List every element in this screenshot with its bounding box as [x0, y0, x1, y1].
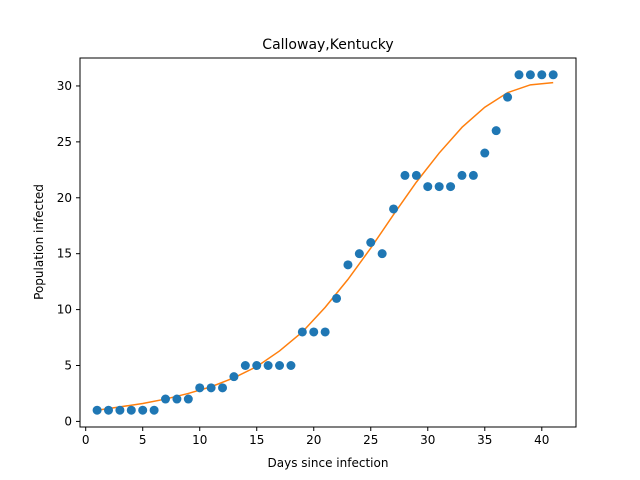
x-tick-label: 40 [534, 433, 549, 447]
data-point [366, 238, 376, 247]
y-tick-label: 30 [57, 79, 72, 93]
data-points-layer [92, 70, 558, 415]
data-point [480, 148, 490, 158]
data-point [218, 383, 228, 393]
x-tick-label: 0 [82, 433, 90, 447]
y-axis: 0 5 10 15 20 25 30 [57, 79, 80, 428]
y-tick-label: 15 [57, 247, 72, 261]
data-point [548, 70, 558, 80]
y-tick-label: 10 [57, 303, 72, 317]
data-point [229, 372, 239, 382]
plot-frame [79, 57, 577, 428]
data-point [434, 182, 444, 192]
data-point [525, 70, 535, 80]
data-point [172, 394, 182, 404]
data-point [92, 405, 102, 415]
data-point [149, 405, 159, 415]
data-point [503, 92, 513, 102]
data-point [240, 361, 250, 370]
data-point [400, 170, 410, 180]
data-point [126, 405, 136, 415]
x-tick-label: 30 [420, 433, 435, 447]
data-point [286, 361, 296, 370]
data-point [104, 405, 114, 415]
x-axis: 0 5 10 15 20 25 30 35 40 [82, 427, 549, 447]
x-tick-label: 15 [249, 433, 264, 447]
data-point [343, 260, 353, 270]
y-tick-label: 25 [57, 135, 72, 149]
data-point [423, 182, 433, 192]
data-point [138, 405, 148, 415]
x-tick-label: 20 [306, 433, 321, 447]
data-point [457, 170, 467, 180]
y-tick-label: 0 [64, 414, 72, 428]
fit-curve-line [96, 81, 554, 411]
x-tick-label: 35 [477, 433, 492, 447]
y-tick-label: 5 [64, 359, 72, 373]
data-point [468, 170, 478, 180]
x-axis-label: Days since infection [268, 456, 389, 470]
data-point [115, 405, 125, 415]
data-point [183, 394, 193, 404]
y-tick-label: 20 [57, 191, 72, 205]
data-point [491, 126, 501, 136]
data-point [320, 327, 330, 337]
data-point [263, 361, 273, 370]
data-point [309, 327, 319, 337]
plot-area [79, 57, 577, 428]
data-point [195, 383, 205, 393]
data-point [297, 327, 307, 337]
data-point [252, 361, 262, 370]
chart-title: Calloway,Kentucky [262, 37, 393, 53]
x-tick-label: 10 [192, 433, 207, 447]
data-point [354, 249, 364, 259]
fit-curve-layer [96, 81, 554, 411]
data-point [514, 70, 524, 80]
data-point [411, 170, 421, 180]
data-point [161, 394, 171, 404]
x-tick-label: 5 [139, 433, 147, 447]
data-point [537, 70, 547, 80]
data-point [389, 204, 399, 214]
y-axis-label: Population infected [32, 184, 46, 300]
data-point [377, 249, 387, 259]
data-point [206, 383, 216, 393]
data-point [446, 182, 456, 192]
data-point [332, 293, 342, 303]
x-tick-label: 25 [363, 433, 378, 447]
data-point [275, 361, 285, 370]
